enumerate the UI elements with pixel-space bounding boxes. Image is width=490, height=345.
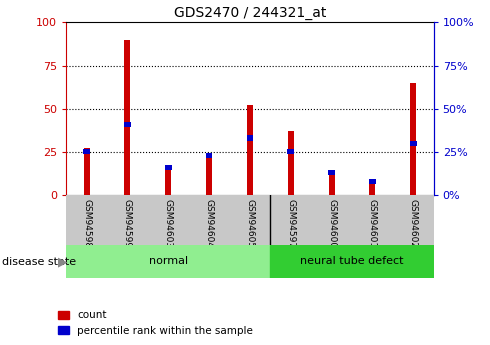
Text: GSM94599: GSM94599	[123, 199, 132, 248]
Text: neural tube defect: neural tube defect	[300, 256, 404, 266]
Text: GSM94597: GSM94597	[286, 199, 295, 248]
Bar	[288, 131, 294, 195]
Bar	[270, 195, 311, 245]
Bar	[189, 195, 229, 245]
Bar	[165, 169, 172, 195]
Title: GDS2470 / 244321_at: GDS2470 / 244321_at	[174, 6, 326, 20]
Legend: count, percentile rank within the sample: count, percentile rank within the sample	[54, 306, 257, 340]
Text: ▶: ▶	[58, 256, 68, 269]
Bar	[83, 149, 90, 155]
Bar	[165, 165, 172, 170]
Bar	[229, 195, 270, 245]
Bar	[410, 83, 416, 195]
Bar	[410, 141, 416, 146]
Text: disease state: disease state	[2, 257, 76, 267]
Text: GSM94600: GSM94600	[327, 199, 336, 248]
Bar	[270, 245, 434, 278]
Bar	[328, 172, 335, 195]
Bar	[247, 105, 253, 195]
Bar	[206, 152, 213, 158]
Text: GSM94598: GSM94598	[82, 199, 91, 248]
Bar	[66, 245, 270, 278]
Bar	[328, 170, 335, 175]
Text: normal: normal	[148, 256, 188, 266]
Bar	[66, 195, 107, 245]
Bar	[83, 148, 90, 195]
Text: GSM94602: GSM94602	[409, 199, 418, 248]
Text: GSM94604: GSM94604	[204, 199, 214, 248]
Text: GSM94605: GSM94605	[245, 199, 254, 248]
Bar	[393, 195, 434, 245]
Bar	[246, 135, 253, 141]
Bar	[369, 181, 375, 195]
Bar	[311, 195, 352, 245]
Text: GSM94601: GSM94601	[368, 199, 377, 248]
Bar	[352, 195, 393, 245]
Bar	[369, 179, 376, 184]
Bar	[107, 195, 148, 245]
Bar	[124, 40, 130, 195]
Bar	[206, 157, 212, 195]
Bar	[124, 121, 131, 127]
Bar	[148, 195, 189, 245]
Bar	[287, 149, 294, 155]
Text: GSM94603: GSM94603	[164, 199, 173, 248]
